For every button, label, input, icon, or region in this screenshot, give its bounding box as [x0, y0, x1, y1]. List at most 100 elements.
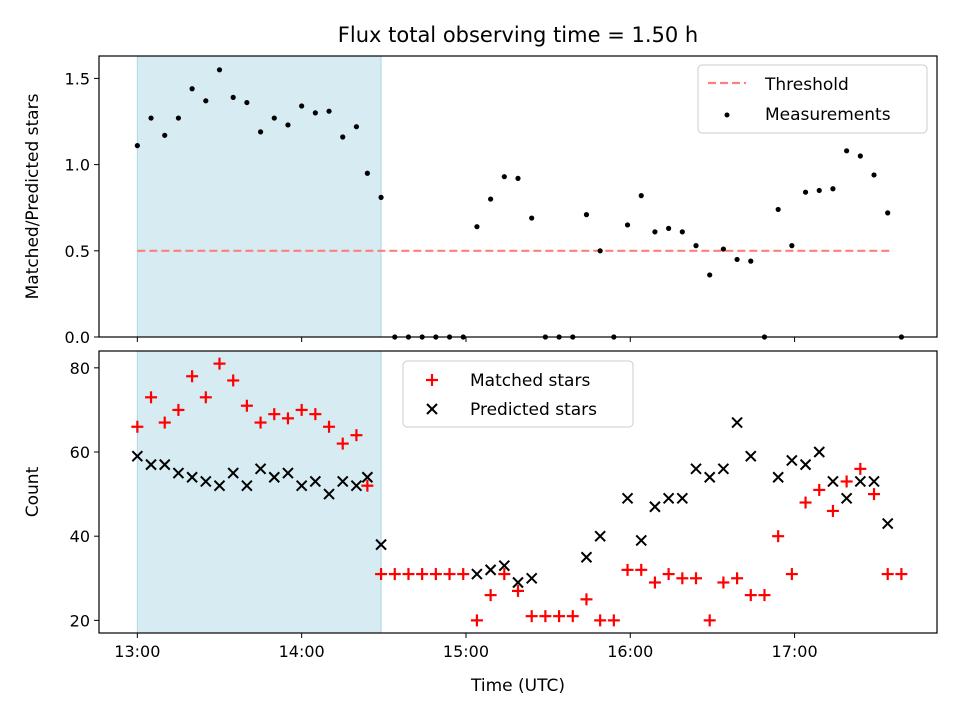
matched-star-point [525, 610, 538, 623]
predicted-star-point [484, 564, 497, 576]
legend-measurements-swatch [724, 112, 730, 118]
measurement-point [816, 187, 822, 194]
matched-star-point [717, 576, 730, 589]
legend-threshold-label: Threshold [764, 75, 849, 95]
measurement-point [789, 243, 795, 249]
x-tick-label: 16:00 [607, 642, 653, 661]
measurement-point [364, 170, 370, 176]
matched-star-point [840, 475, 853, 488]
matched-star-point [826, 504, 839, 517]
predicted-star-point [323, 488, 335, 500]
measurement-point [693, 243, 699, 249]
measurement-point [326, 108, 332, 114]
predicted-star-point [594, 530, 606, 542]
predicted-star-point [717, 463, 730, 475]
x-tick-label: 14:00 [279, 642, 325, 661]
matched-star-point [240, 399, 253, 412]
measurement-point [830, 186, 836, 192]
matched-star-point [145, 391, 158, 404]
predicted-star-point [868, 475, 880, 488]
measurement-point [285, 122, 291, 128]
legend-matched-label: Matched stars [470, 371, 590, 391]
predicted-star-point [361, 471, 374, 483]
measurement-point [134, 143, 140, 149]
measurement-point [353, 124, 360, 130]
matched-star-point [881, 568, 894, 581]
matched-star-point [388, 568, 401, 581]
predicted-star-point [375, 538, 387, 551]
matched-star-point [254, 416, 267, 429]
predicted-star-point [649, 501, 661, 513]
measurement-point [271, 115, 277, 121]
legend-measurements-label: Measurements [765, 105, 891, 125]
bottom-x-axis: 13:00 14:00 15:00 16:00 17:00 [114, 633, 818, 661]
predicted-star-point [731, 416, 743, 429]
predicted-star-point [662, 492, 675, 505]
measurement-point [257, 129, 264, 135]
matched-star-point [895, 568, 908, 581]
matched-star-point [213, 357, 226, 370]
matched-star-point [868, 488, 881, 501]
matched-star-point [580, 593, 593, 606]
measurement-point [652, 229, 658, 235]
measurement-point [244, 99, 250, 106]
matched-star-point [309, 408, 322, 421]
matched-star-point [375, 568, 388, 581]
matched-star-point [621, 563, 634, 576]
matched-stars-layer [131, 357, 908, 627]
matched-star-point [690, 572, 703, 585]
predicted-star-point [268, 471, 280, 483]
measurement-point [734, 256, 740, 263]
predicted-star-point [881, 517, 894, 530]
bottom-y-axis-label: Count [23, 466, 43, 517]
matched-star-point [323, 420, 336, 433]
measurement-point [162, 132, 168, 138]
measurement-point [189, 86, 195, 92]
predicted-star-point [254, 463, 267, 475]
top-axes-frame [98, 55, 938, 338]
matched-star-point [854, 462, 867, 475]
predicted-star-point [159, 458, 171, 471]
matched-star-point [648, 576, 661, 589]
matched-star-point [172, 403, 185, 416]
predicted-stars-layer [131, 416, 894, 589]
y-tick-label: 60 [70, 443, 90, 462]
matched-star-point [566, 610, 579, 623]
top-y-axis: 0.0 0.5 1.0 1.5 [65, 69, 99, 347]
y-tick-label: 80 [70, 359, 90, 378]
predicted-star-point [525, 572, 538, 584]
matched-star-point [785, 568, 798, 581]
matched-star-point [799, 496, 812, 509]
measurement-point [666, 225, 672, 231]
measurement-point [474, 224, 480, 230]
legend-predicted-swatch [426, 403, 438, 415]
predicted-star-point [498, 559, 511, 572]
y-tick-label: 1.0 [65, 156, 90, 175]
bottom-y-axis: 20 40 60 80 [70, 359, 99, 630]
matched-star-point [416, 568, 429, 581]
matched-star-point [512, 584, 524, 597]
measurement-point [299, 103, 305, 109]
measurement-point [203, 98, 209, 104]
bottom-legend: Matched stars Predicted stars [402, 360, 634, 428]
measurement-point [871, 172, 877, 178]
measurement-point [748, 258, 754, 264]
matched-star-point [158, 416, 171, 429]
predicted-star-point [676, 492, 689, 505]
predicted-star-point [813, 446, 825, 458]
chart-title: Flux total observing time = 1.50 h [338, 23, 698, 47]
top-y-axis-label: Matched/Predicted stars [23, 93, 43, 299]
top-legend-box [697, 64, 928, 134]
measurement-point [216, 67, 223, 73]
predicted-star-point [635, 534, 647, 547]
matched-star-point [758, 589, 771, 602]
matched-star-point [402, 568, 415, 581]
bottom-shaded-region [136, 350, 382, 634]
measurement-point [529, 215, 535, 221]
matched-star-point [635, 563, 648, 576]
predicted-star-point [172, 467, 185, 479]
top-shaded-region [136, 55, 382, 338]
matched-star-point [484, 589, 497, 602]
measurement-point [844, 148, 850, 154]
